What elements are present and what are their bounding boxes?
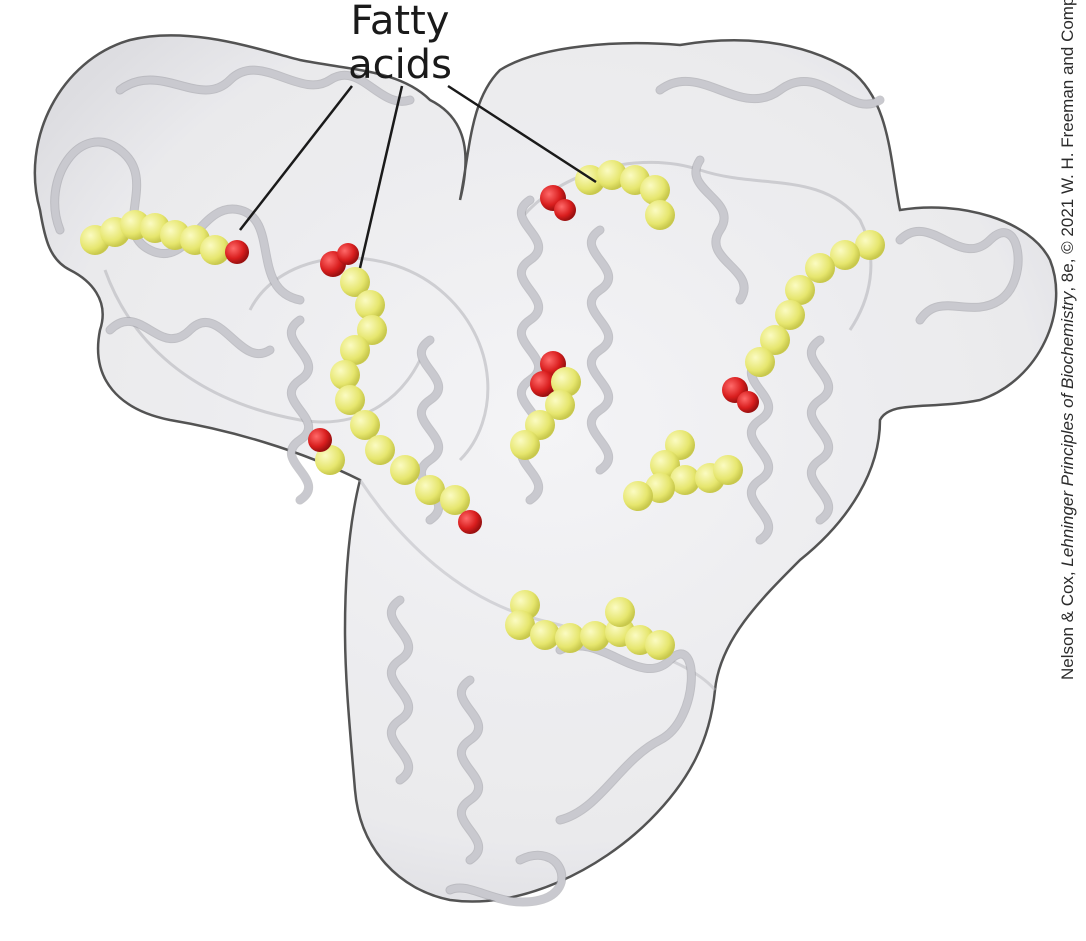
credit-rest: , 8e, © 2021 W. H. Freeman and Company (1058, 0, 1077, 292)
fatty-acid-1 (80, 210, 249, 265)
credit-authors: Nelson & Cox, (1058, 567, 1077, 680)
fatty-acid-3 (540, 160, 675, 230)
callout-line-3 (447, 84, 597, 184)
fatty-acid-2 (308, 243, 482, 534)
ribbon-segment (692, 156, 748, 304)
ribbon-segment (116, 66, 414, 105)
surface-outline (33, 34, 1058, 903)
credit-book-title: Lehninger Principles of Biochemistry (1058, 290, 1077, 566)
copyright-credit: Nelson & Cox, Lehninger Principles of Bi… (1058, 0, 1077, 680)
ribbon-helix (748, 356, 772, 544)
fatty-acid-6 (505, 351, 675, 660)
ribbon-segment (51, 138, 304, 304)
ribbon-helix (288, 316, 312, 504)
ribbon-segment (446, 851, 566, 906)
label-line-2: acids (348, 42, 452, 88)
ribbon-segment (556, 642, 695, 824)
label-line-1: Fatty (351, 0, 450, 44)
domain-contour (248, 256, 490, 462)
ribbon-segment (656, 77, 884, 108)
ribbon-helix (588, 226, 612, 474)
domain-contour (358, 479, 717, 691)
fatty-acid-molecules (80, 160, 885, 660)
callout-line-1 (239, 85, 353, 231)
protein-surface (33, 34, 1058, 903)
fatty-acid-6-chain (510, 410, 555, 460)
ribbon-helix (808, 336, 832, 524)
fatty-acids-label: Fatty acids (239, 0, 597, 269)
callout-line-2 (358, 85, 404, 269)
ribbon-segment (896, 227, 1022, 324)
ribbon-helix (458, 676, 482, 864)
ribbon-helix (388, 596, 412, 784)
ribbon-segment (106, 317, 274, 358)
fatty-acid-5 (623, 430, 743, 511)
protein-ribbon (50, 65, 1023, 907)
fatty-acid-4 (722, 230, 885, 413)
